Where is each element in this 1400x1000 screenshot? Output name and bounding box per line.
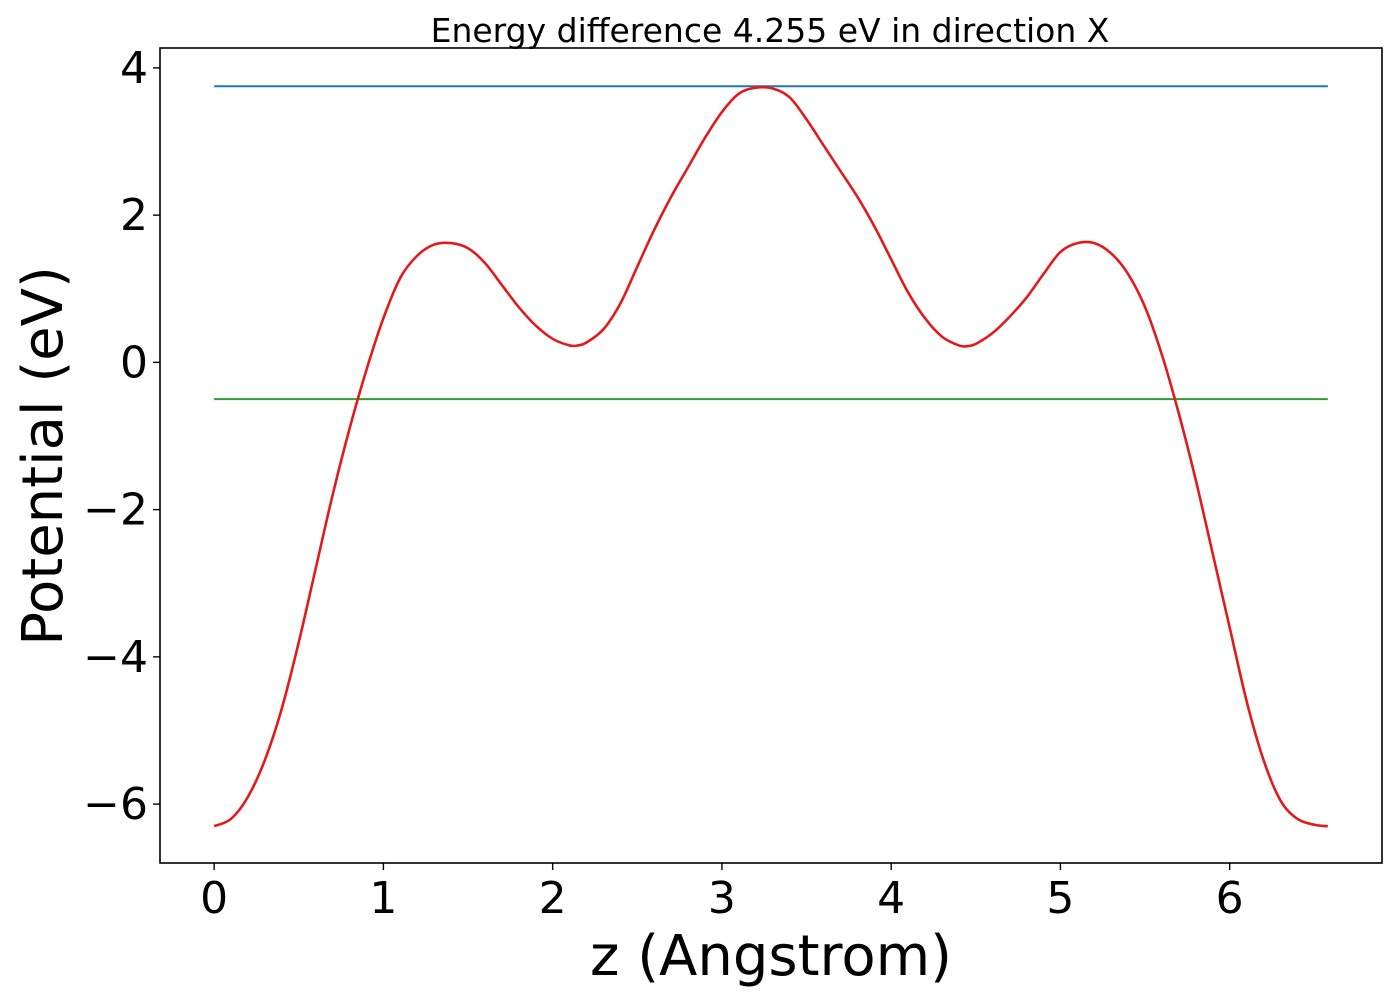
series-layer xyxy=(213,85,1328,828)
y-tick-label-2: −2 xyxy=(83,485,148,536)
x-tick-label-6: 6 xyxy=(1216,873,1244,924)
x-tick-label-0: 0 xyxy=(200,873,228,924)
y-axis-label: Potential (eV) xyxy=(11,266,76,646)
y-tick-label-5: 4 xyxy=(120,43,148,94)
y-axis: −6 −4 −2 0 2 4 xyxy=(83,43,160,830)
x-tick-label-3: 3 xyxy=(708,873,736,924)
x-tick-label-4: 4 xyxy=(877,873,905,924)
y-tick-label-3: 0 xyxy=(120,337,148,388)
chart-title: Energy difference 4.255 eV in direction … xyxy=(431,11,1110,50)
x-tick-label-2: 2 xyxy=(539,873,567,924)
series-line-2 xyxy=(213,85,1328,828)
x-axis-label: z (Angstrom) xyxy=(590,924,952,989)
y-tick-label-4: 2 xyxy=(120,190,148,241)
x-tick-label-1: 1 xyxy=(369,873,397,924)
y-tick-label-0: −6 xyxy=(83,779,148,830)
x-axis: 0 1 2 3 4 5 6 xyxy=(200,863,1244,924)
plot-frame xyxy=(159,47,1383,864)
x-tick-label-5: 5 xyxy=(1046,873,1074,924)
y-tick-label-1: −4 xyxy=(83,632,148,683)
